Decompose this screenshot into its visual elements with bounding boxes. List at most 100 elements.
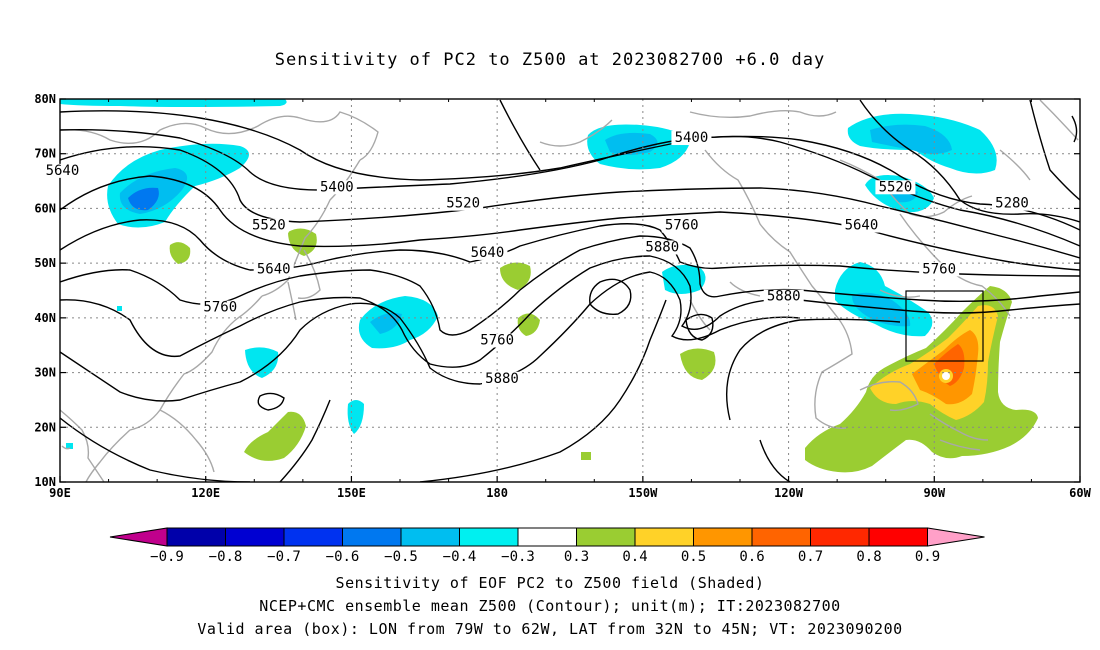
colorbar-label: −0.8	[209, 549, 243, 565]
contour-label-bg	[875, 180, 916, 195]
lat-tick-label: 10N	[34, 475, 56, 489]
colorbar-label: −0.6	[326, 549, 360, 565]
colorbar-label: −0.5	[384, 549, 418, 565]
contour-labels: 5400 5400 5520 5520 5520 5640 5640 5640 5640 5760…	[42, 130, 1032, 387]
contour-label: 5640	[845, 218, 879, 234]
contour-label: 5520	[252, 218, 286, 234]
lon-tick-label: 150W	[628, 486, 658, 500]
positive-sensitivity-region	[517, 313, 540, 336]
contour-label: 5520	[879, 179, 913, 195]
contour-label-bg	[671, 131, 712, 146]
map-frame	[59, 98, 1081, 483]
contour-label: 5400	[675, 130, 709, 146]
colorbar-swatch	[810, 527, 870, 547]
colorbar-swatch	[166, 527, 226, 547]
valid-area-box	[905, 290, 984, 362]
colorbar-swatch	[517, 527, 577, 547]
negative-sensitivity-region	[347, 400, 364, 434]
contour-label-bg	[841, 218, 882, 233]
lon-tick-label: 90W	[923, 486, 945, 500]
lat-tick-label: 70N	[34, 147, 56, 161]
colorbar-swatch	[693, 527, 753, 547]
colorbar-label: 0.7	[798, 549, 823, 565]
lat-tick-label: 60N	[34, 201, 56, 215]
sensitivity-shading	[60, 99, 1038, 473]
z500-contours	[60, 99, 1080, 482]
negative-sensitivity-region	[128, 187, 159, 211]
colorbar-swatch	[225, 527, 285, 547]
contour-label: 5760	[922, 261, 956, 277]
negative-sensitivity-region	[66, 443, 73, 449]
colorbar-label: −0.9	[150, 549, 184, 565]
colorbar-swatch	[576, 527, 636, 547]
colorbar-label: 0.8	[856, 549, 881, 565]
colorbar-label: −0.3	[501, 549, 535, 565]
lat-tick-label: 40N	[34, 311, 56, 325]
lon-tick-label: 90E	[49, 486, 71, 500]
contour-label-bg	[919, 262, 960, 277]
contour-label-bg	[467, 245, 508, 260]
caption-line-2: NCEP+CMC ensemble mean Z500 (Contour); u…	[259, 597, 841, 615]
positive-sensitivity-region	[169, 242, 191, 264]
contour-label-bg	[482, 371, 522, 386]
lon-tick-label: 120E	[191, 486, 220, 500]
colorbar-extension-max	[927, 527, 985, 547]
contour-label-bg	[253, 262, 294, 277]
lon-tick-label: 150E	[337, 486, 366, 500]
contour-label: 5760	[203, 300, 237, 316]
contour-label: 5760	[480, 332, 514, 348]
negative-sensitivity-region	[60, 99, 287, 107]
positive-sensitivity-region	[680, 348, 716, 380]
colorbar-extension-min	[109, 527, 168, 547]
contour-label-bg	[248, 218, 289, 233]
positive-sensitivity-region	[288, 228, 317, 256]
lon-tick-label: 180	[486, 486, 508, 500]
lat-tick-label: 80N	[34, 92, 56, 106]
contour-label: 5640	[471, 245, 505, 261]
contour-label: 5520	[446, 196, 480, 212]
colorbar-swatch	[634, 527, 694, 547]
lat-tick-label: 20N	[34, 420, 56, 434]
contour-label-bg	[642, 240, 683, 255]
contour-label: 5640	[257, 261, 291, 277]
contour-label: 5640	[46, 163, 80, 179]
colorbar-swatch	[751, 527, 811, 547]
colorbar-label: 0.4	[622, 549, 647, 565]
colorbar-swatch	[459, 527, 519, 547]
contour-label-bg	[42, 163, 83, 178]
lat-tick-label: 30N	[34, 366, 56, 380]
contour-label-bg	[443, 196, 484, 211]
contour-label-bg	[763, 289, 804, 304]
colorbar-label: −0.4	[443, 549, 477, 565]
colorbar-swatch	[868, 527, 928, 547]
contour-label-bg	[200, 300, 241, 315]
contour-label-bg	[316, 180, 357, 195]
lat-lon-grid	[60, 99, 1081, 482]
negative-sensitivity-region	[117, 306, 122, 311]
colorbar-swatch	[283, 527, 343, 547]
contour-label: 5880	[645, 239, 679, 255]
contour-label: 5280	[995, 196, 1029, 212]
colorbar-swatch	[400, 527, 460, 547]
contour-label-bg	[992, 196, 1032, 211]
lat-tick-label: 50N	[34, 256, 56, 270]
contour-label: 5880	[485, 371, 519, 387]
contour-label: 5400	[320, 179, 354, 195]
lon-tick-label: 60W	[1069, 486, 1091, 500]
contour-label-bg	[477, 333, 518, 348]
map-axes: 90E 120E 150E 180 150W 120W 90W 60W 80N 70N 60N 50N…	[34, 92, 1091, 500]
negative-sensitivity-region	[870, 124, 952, 154]
positive-sensitivity-region	[244, 411, 306, 461]
contour-label: 5760	[665, 218, 699, 234]
colorbar-swatch	[342, 527, 402, 547]
lon-tick-label: 120W	[774, 486, 804, 500]
caption-line-1: Sensitivity of EOF PC2 to Z500 field (Sh…	[335, 574, 765, 592]
negative-sensitivity-region	[245, 347, 279, 378]
colorbar-label: 0.6	[739, 549, 764, 565]
map-title: Sensitivity of PC2 to Z500 at 2023082700…	[274, 50, 826, 70]
positive-sensitivity-region	[942, 372, 950, 380]
colorbar-label: 0.9	[915, 549, 940, 565]
positive-sensitivity-region	[500, 262, 531, 290]
colorbar-label: −0.7	[267, 549, 301, 565]
